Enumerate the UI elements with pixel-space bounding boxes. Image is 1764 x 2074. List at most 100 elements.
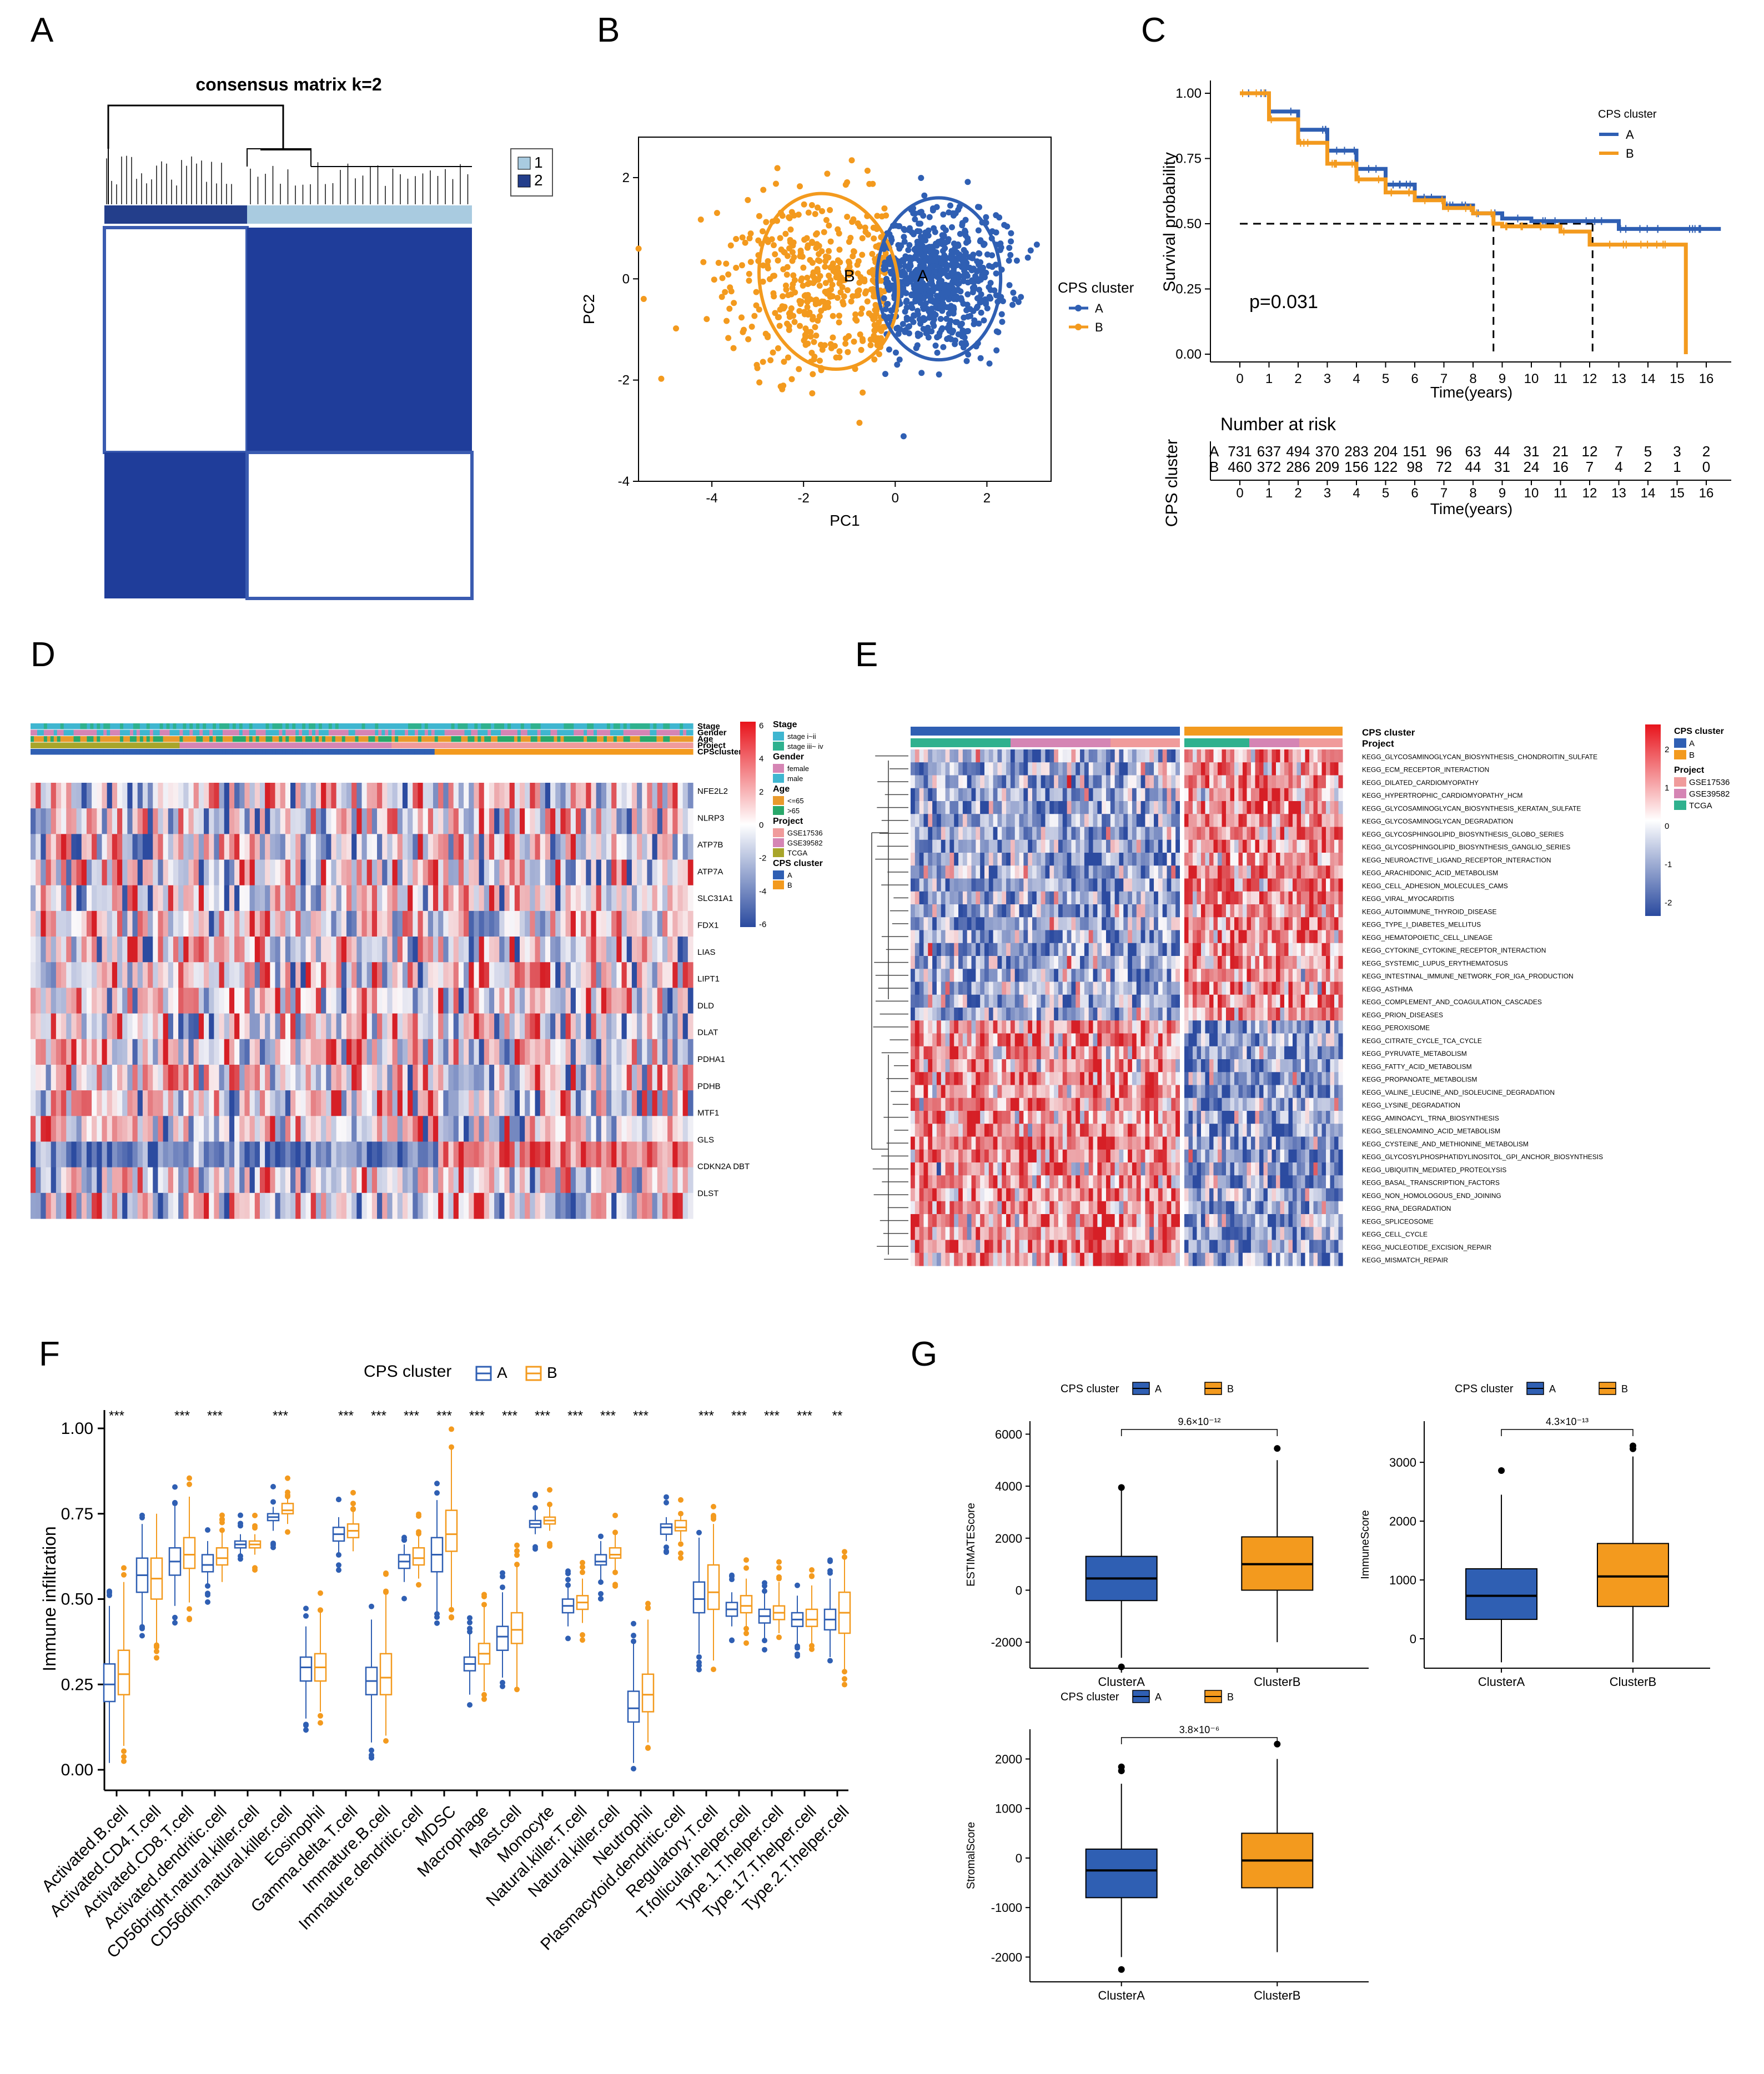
heat-cell [509, 1141, 515, 1168]
annotation-cell [504, 749, 508, 755]
heat-cell [122, 834, 128, 860]
heat-cell [1071, 749, 1076, 763]
heat-cell [71, 1090, 77, 1116]
annotation-cell [40, 742, 44, 748]
heat-cell [423, 783, 429, 809]
heat-cell [97, 1013, 103, 1040]
heat-cell [331, 1064, 337, 1091]
heat-cell [637, 1064, 642, 1091]
legend-swatch [773, 764, 784, 773]
heat-cell [361, 1167, 368, 1194]
heat-cell [408, 885, 413, 912]
heat-cell [519, 859, 525, 886]
heat-cell [97, 808, 103, 834]
heat-cell [1201, 749, 1206, 763]
annotation-cell [458, 736, 462, 742]
heat-cell [326, 834, 332, 860]
heat-cell [657, 1090, 663, 1116]
heat-cell [127, 988, 133, 1014]
heat-cell [31, 962, 36, 989]
heat-cell [315, 859, 321, 886]
heat-cell [484, 1039, 490, 1065]
annotation-cell [670, 742, 674, 748]
x-tick-label: 5 [1382, 371, 1389, 386]
point-B [858, 310, 865, 317]
heat-cell [92, 885, 97, 912]
heat-cell [351, 834, 357, 860]
risk-x-tick-label: 8 [1469, 486, 1476, 501]
heat-cell [310, 834, 316, 860]
heat-cell [423, 1039, 429, 1065]
heat-cell [61, 962, 67, 989]
annotation-cell [524, 736, 528, 742]
annotation-cell [537, 742, 541, 748]
heat-cell [321, 783, 326, 809]
heat-cell [958, 749, 963, 763]
heat-cell [560, 1064, 566, 1091]
heat-cell [31, 885, 36, 912]
annotation-cell [146, 723, 150, 729]
annotation-cell [183, 749, 187, 755]
annotation-cell [547, 749, 551, 755]
annotation-cell [673, 742, 677, 748]
heat-cell [647, 910, 653, 937]
heat-cell [1338, 749, 1343, 763]
heat-cell [97, 1039, 103, 1065]
heat-cell [86, 988, 92, 1014]
heat-cell [453, 962, 459, 989]
point-B [815, 257, 821, 264]
point-B [870, 266, 876, 273]
heat-cell [581, 1192, 586, 1219]
annotation-cell [259, 736, 263, 742]
heat-cell [570, 962, 576, 989]
heat-cell [433, 937, 439, 963]
heat-cell [158, 1116, 164, 1142]
heat-cell [97, 988, 103, 1014]
heat-cell [448, 1116, 454, 1142]
annotation-label-age: Age [697, 734, 713, 744]
annotation-cell [448, 742, 452, 748]
point-B [755, 237, 762, 244]
point-A [971, 317, 978, 324]
heat-cell [188, 937, 194, 963]
heat-cell [66, 1039, 72, 1065]
heat-cell [224, 783, 230, 809]
heat-cell [193, 1167, 199, 1194]
heat-cell [570, 1013, 576, 1040]
heat-cell [341, 1192, 347, 1219]
heat-cell [61, 988, 67, 1014]
heat-cell [36, 1090, 41, 1116]
point-B [785, 292, 792, 299]
heat-cell [51, 910, 57, 937]
heat-cell [61, 1090, 67, 1116]
annotation-cell [488, 736, 491, 742]
heat-cell [484, 1141, 490, 1168]
annotation-cell [235, 742, 240, 748]
heat-cell [46, 1090, 52, 1116]
point-B [859, 235, 866, 241]
annotation-cell [616, 742, 621, 748]
heat-cell [535, 962, 541, 989]
heat-cell [484, 783, 490, 809]
heat-cell [642, 1192, 648, 1219]
heat-cell [433, 1116, 439, 1142]
heat-cell [458, 808, 464, 834]
heat-cell [458, 1090, 464, 1116]
heat-cell [239, 808, 245, 834]
point-B [870, 286, 876, 293]
point-A [931, 316, 937, 323]
annotation-cell [289, 749, 293, 755]
heat-cell [626, 1064, 632, 1091]
heat-cell [484, 808, 490, 834]
annotation-cell [31, 729, 34, 736]
heat-cell [626, 1039, 632, 1065]
heat-cell [402, 885, 408, 912]
heat-cell [183, 1064, 189, 1091]
annotation-cell [136, 723, 140, 729]
heat-cell [652, 885, 658, 912]
heat-cell [214, 1167, 220, 1194]
annotation-cell [173, 742, 177, 748]
heat-cell [137, 1192, 143, 1219]
heat-cell [31, 1064, 36, 1091]
heat-cell [453, 783, 459, 809]
